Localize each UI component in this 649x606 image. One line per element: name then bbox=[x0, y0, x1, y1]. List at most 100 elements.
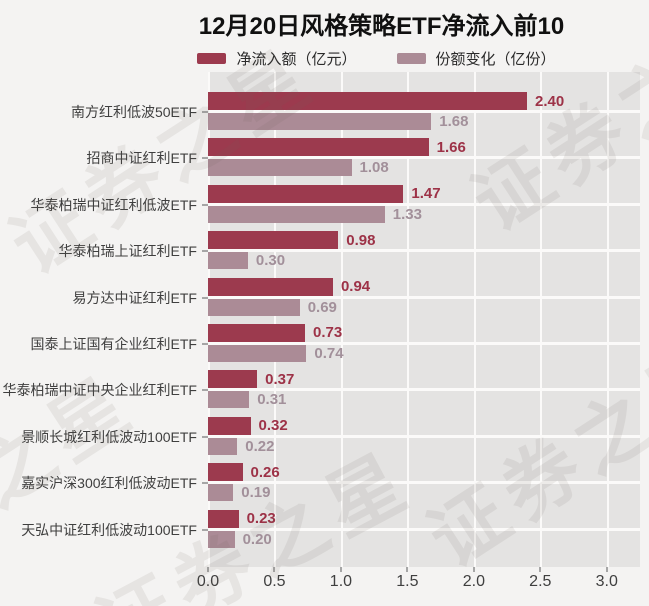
gridline-vertical bbox=[274, 72, 277, 567]
category-label: 国泰上证国有企业红利ETF bbox=[30, 336, 197, 353]
bar-group: 0.94 0.69 bbox=[208, 274, 640, 320]
y-axis-tick bbox=[202, 528, 208, 531]
value-label-net-inflow: 0.26 bbox=[250, 463, 280, 481]
bar-net-inflow bbox=[208, 277, 333, 296]
value-label-share-change: 0.31 bbox=[257, 391, 287, 409]
x-axis-label: 1.0 bbox=[329, 573, 353, 590]
category-label: 华泰柏瑞中证红利低波ETF bbox=[30, 196, 197, 213]
category-label: 易方达中证红利ETF bbox=[72, 289, 197, 306]
bar-group: 2.40 1.68 bbox=[208, 88, 640, 134]
gridline-horizontal bbox=[208, 202, 640, 206]
value-label-share-change: 1.33 bbox=[392, 205, 422, 223]
gridline-horizontal bbox=[208, 110, 640, 113]
value-label-share-change: 0.19 bbox=[241, 484, 271, 502]
y-axis-row: 华泰柏瑞中证红利低波ETF bbox=[0, 182, 208, 228]
category-label: 嘉实沪深300红利低波动ETF bbox=[21, 475, 197, 492]
value-label-share-change: 0.30 bbox=[255, 252, 286, 270]
y-axis-row: 国泰上证国有企业红利ETF bbox=[0, 321, 208, 367]
y-axis-row: 天弘中证红利低波动100ETF bbox=[0, 506, 208, 552]
y-axis: 南方红利低波50ETF 招商中证红利ETF 华泰柏瑞中证红利低波ETF 华泰柏瑞… bbox=[0, 89, 208, 553]
x-axis-label: 1.5 bbox=[396, 573, 419, 590]
bar-group: 0.73 0.74 bbox=[208, 320, 640, 366]
bar-net-inflow bbox=[208, 416, 251, 435]
bar-share-change bbox=[208, 484, 234, 502]
category-label: 天弘中证红利低波动100ETF bbox=[21, 521, 197, 538]
x-axis-labels: 0.0 0.5 1.0 1.5 2.0 2.5 3.0 bbox=[197, 573, 640, 593]
y-axis-row: 嘉实沪深300红利低波动ETF bbox=[0, 460, 208, 506]
category-label: 景顺长城红利低波动100ETF bbox=[21, 428, 197, 445]
gridline-horizontal bbox=[208, 481, 640, 485]
legend-item-share-change: 份额变化（亿份） bbox=[396, 48, 556, 69]
legend: 净流入额（亿元） 份额变化（亿份） bbox=[0, 48, 649, 69]
gridline-vertical bbox=[540, 72, 543, 567]
y-axis-tick bbox=[202, 435, 208, 438]
x-axis-tick bbox=[539, 567, 542, 572]
x-axis-ticks bbox=[207, 567, 640, 572]
x-axis-label: 2.5 bbox=[529, 573, 552, 590]
gridline-vertical bbox=[606, 72, 609, 567]
gridline-vertical bbox=[407, 72, 410, 567]
y-axis-tick bbox=[202, 111, 208, 113]
x-axis-tick bbox=[339, 567, 342, 572]
gridline-horizontal bbox=[208, 434, 640, 438]
bar-net-inflow bbox=[208, 184, 404, 203]
bar-net-inflow bbox=[208, 463, 243, 482]
x-axis-tick bbox=[207, 567, 209, 572]
gridline-vertical bbox=[473, 72, 476, 567]
value-label-share-change: 0.74 bbox=[314, 344, 344, 362]
bar-share-change bbox=[208, 344, 307, 362]
category-label: 华泰柏瑞上证红利ETF bbox=[58, 243, 197, 260]
y-axis-row: 华泰柏瑞中证中央企业红利ETF bbox=[0, 367, 208, 413]
y-axis-tick bbox=[202, 157, 208, 160]
value-label-net-inflow: 0.23 bbox=[246, 510, 276, 528]
y-axis-row: 景顺长城红利低波动100ETF bbox=[0, 414, 208, 460]
x-axis-tick bbox=[605, 567, 608, 572]
y-axis-row: 华泰柏瑞上证红利ETF bbox=[0, 228, 208, 274]
x-axis-tick bbox=[472, 567, 475, 572]
value-label-share-change: 0.69 bbox=[307, 298, 337, 316]
bar-group: 0.32 0.22 bbox=[208, 413, 640, 459]
bar-group: 1.47 1.33 bbox=[208, 181, 640, 227]
x-axis-tick bbox=[406, 567, 409, 572]
category-label: 南方红利低波50ETF bbox=[70, 104, 197, 120]
y-axis-tick bbox=[202, 343, 208, 346]
category-label: 华泰柏瑞中证中央企业红利ETF bbox=[2, 382, 197, 399]
bar-share-change bbox=[208, 252, 248, 270]
y-axis-tick bbox=[202, 389, 208, 392]
y-axis-row: 易方达中证红利ETF bbox=[0, 274, 208, 320]
y-axis-row: 招商中证红利ETF bbox=[0, 135, 208, 181]
value-label-net-inflow: 1.47 bbox=[411, 185, 441, 203]
plot-area: 2.40 1.68 1.66 1.08 1.47 1.33 0.98 0.30 bbox=[208, 72, 640, 567]
gridline-horizontal bbox=[208, 527, 640, 531]
value-label-net-inflow: 2.40 bbox=[535, 92, 565, 110]
bar-share-change bbox=[208, 530, 235, 548]
x-axis-label: 3.0 bbox=[595, 573, 618, 590]
value-label-share-change: 1.68 bbox=[439, 113, 469, 130]
y-axis-tick bbox=[202, 203, 208, 206]
value-label-net-inflow: 0.37 bbox=[265, 370, 295, 388]
gridline-horizontal bbox=[208, 388, 640, 392]
bar-share-change bbox=[208, 113, 432, 130]
y-axis-row: 南方红利低波50ETF bbox=[0, 89, 208, 135]
y-axis-tick bbox=[202, 296, 208, 299]
gridline-vertical bbox=[340, 72, 343, 567]
gridline-horizontal bbox=[208, 295, 640, 299]
chart-title: 12月20日风格策略ETF净流入前10 bbox=[198, 13, 565, 40]
y-axis-tick bbox=[202, 482, 208, 485]
bar-group: 0.37 0.31 bbox=[208, 366, 640, 412]
bar-groups: 2.40 1.68 1.66 1.08 1.47 1.33 0.98 0.30 bbox=[208, 88, 640, 552]
gridline-horizontal bbox=[208, 341, 640, 345]
legend-label-net-inflow: 净流入额（亿元） bbox=[236, 51, 357, 68]
bar-share-change bbox=[208, 298, 300, 316]
bar-group: 0.23 0.20 bbox=[208, 506, 640, 552]
legend-label-share-change: 份额变化（亿份） bbox=[435, 51, 556, 68]
gridline-horizontal bbox=[208, 156, 640, 160]
y-axis-tick bbox=[202, 250, 208, 253]
bar-share-change bbox=[208, 391, 250, 409]
x-axis-label: 0.0 bbox=[196, 573, 220, 590]
legend-swatch-share-change bbox=[396, 53, 426, 64]
bar-net-inflow bbox=[208, 138, 429, 157]
bar-group: 0.26 0.19 bbox=[208, 459, 640, 505]
value-label-net-inflow: 0.73 bbox=[313, 324, 343, 342]
